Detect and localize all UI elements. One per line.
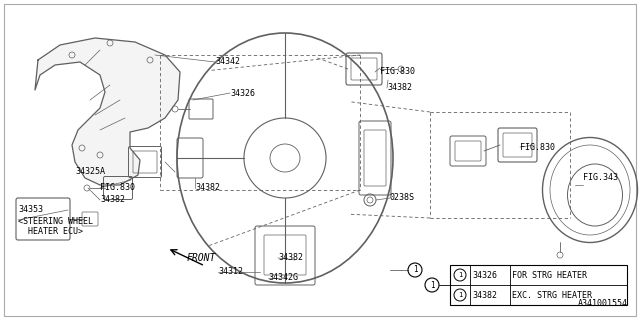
Text: 34382: 34382 [278,253,303,262]
Text: 34342: 34342 [215,58,240,67]
Text: 34325A: 34325A [75,167,105,177]
Text: 1: 1 [413,266,417,275]
Polygon shape [35,38,180,185]
Text: EXC. STRG HEATER: EXC. STRG HEATER [512,291,592,300]
Text: 34382: 34382 [472,291,497,300]
Text: 0238S: 0238S [390,194,415,203]
Text: 34382: 34382 [195,183,220,193]
Text: 34353: 34353 [18,205,43,214]
Text: FIG.830: FIG.830 [100,183,135,193]
Text: 34326: 34326 [472,270,497,279]
Text: 1: 1 [458,272,462,278]
Text: 34312: 34312 [218,268,243,276]
Text: <STEERING WHEEL: <STEERING WHEEL [18,217,93,226]
Text: 34382: 34382 [387,84,412,92]
Text: 34326: 34326 [230,89,255,98]
Text: 1: 1 [458,292,462,298]
Text: FIG.343: FIG.343 [583,173,618,182]
Text: FIG.830: FIG.830 [380,68,415,76]
Text: 34382: 34382 [100,196,125,204]
Text: FOR STRG HEATER: FOR STRG HEATER [512,270,587,279]
Text: FRONT: FRONT [187,253,216,263]
Text: HEATER ECU>: HEATER ECU> [18,228,83,236]
Text: 1: 1 [429,281,435,290]
Text: FIG.830: FIG.830 [520,142,555,151]
Text: A341001554: A341001554 [578,299,628,308]
Bar [450,265,627,305]
Text: 34342G: 34342G [268,274,298,283]
